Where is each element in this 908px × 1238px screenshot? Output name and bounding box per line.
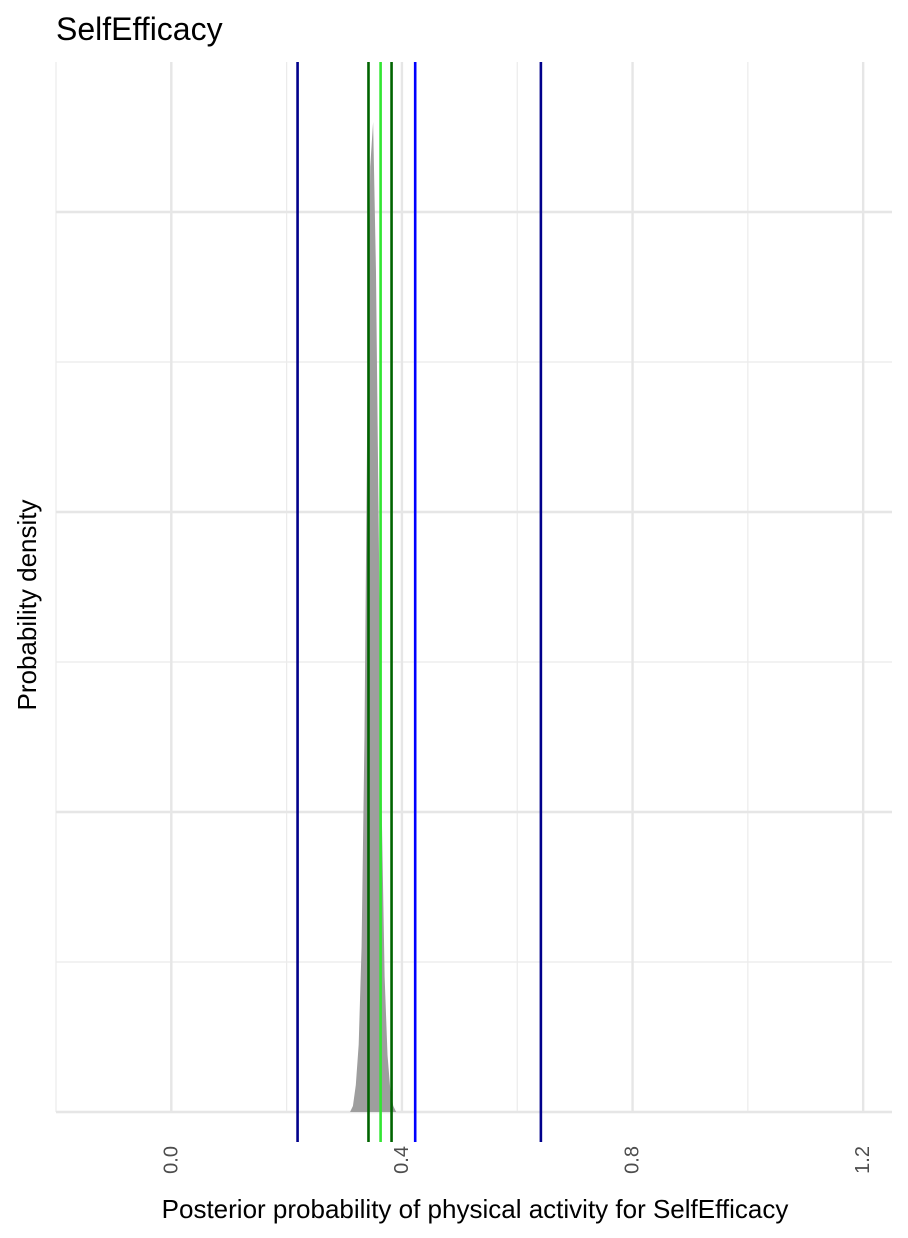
density-layer xyxy=(350,122,397,1112)
density-curve xyxy=(350,122,397,1112)
x-tick-label: 0.8 xyxy=(622,1146,644,1174)
x-axis-title: Posterior probability of physical activi… xyxy=(162,1194,789,1224)
x-tick-label: 0.0 xyxy=(160,1146,182,1174)
x-tick-label: 1.2 xyxy=(852,1146,874,1174)
grid-lines xyxy=(55,62,892,1114)
vertical-lines xyxy=(296,62,543,1142)
x-tick-labels: 0.0 0.4 0.8 1.2 xyxy=(160,1146,874,1174)
y-axis-title: Probability density xyxy=(12,500,42,711)
chart-title: SelfEfficacy xyxy=(56,11,223,47)
x-tick-label: 0.4 xyxy=(391,1146,413,1174)
